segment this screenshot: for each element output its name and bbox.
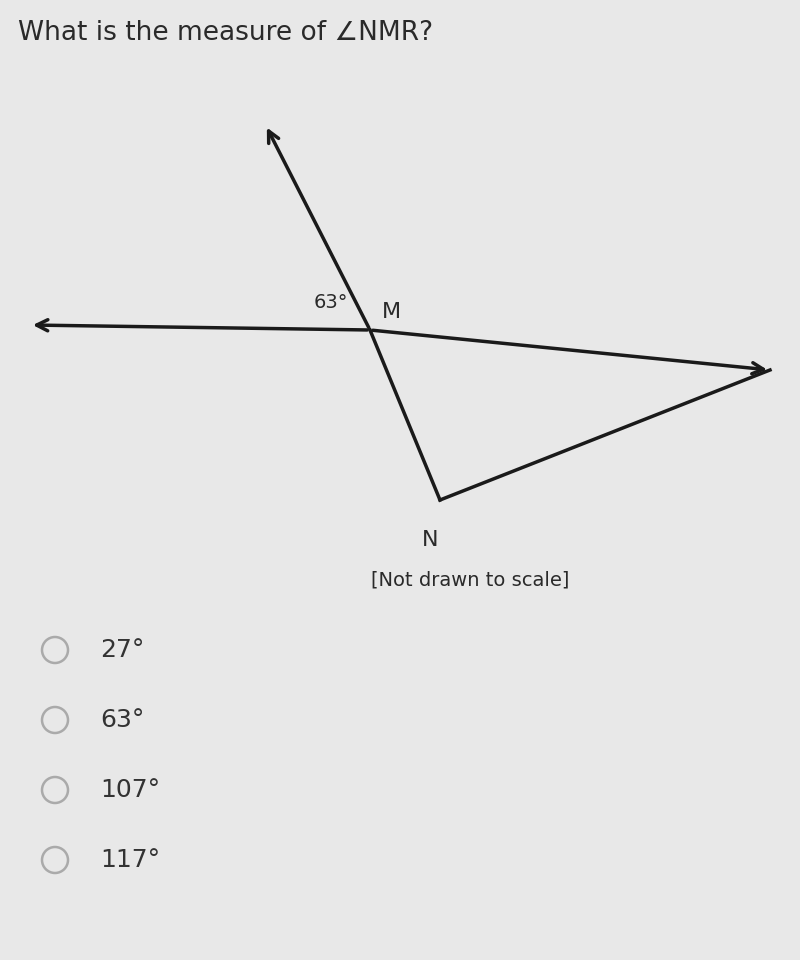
Text: 63°: 63° [314,293,348,312]
Text: 107°: 107° [100,778,160,802]
Text: N: N [422,530,438,550]
Text: M: M [382,302,401,322]
Text: [Not drawn to scale]: [Not drawn to scale] [371,570,569,589]
Text: What is the measure of ∠NMR?: What is the measure of ∠NMR? [18,20,433,46]
Text: 27°: 27° [100,638,144,662]
Text: 117°: 117° [100,848,160,872]
Text: 63°: 63° [100,708,144,732]
